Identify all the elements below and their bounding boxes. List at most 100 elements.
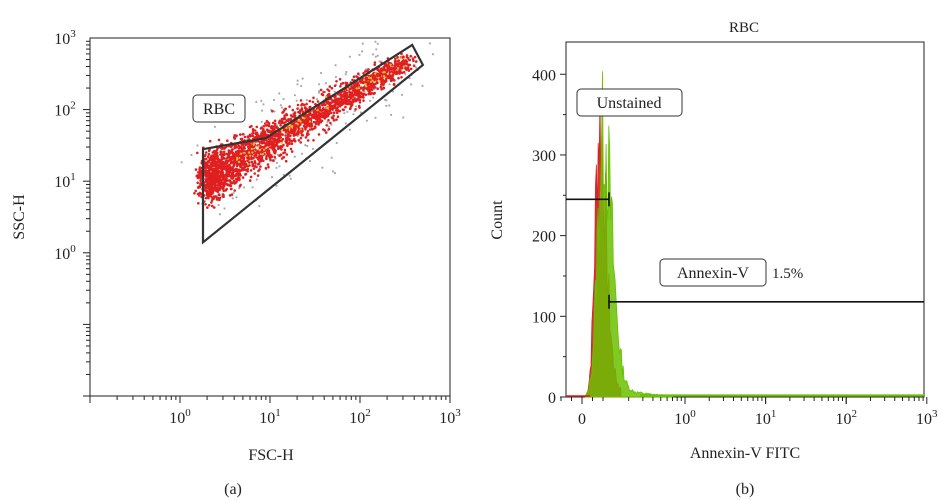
scatter-point (350, 100, 353, 104)
scatter-point (196, 151, 199, 155)
scatter-point (381, 78, 385, 81)
scatter-point (234, 177, 238, 181)
scatter-point (235, 162, 239, 165)
scatter-point (355, 83, 359, 87)
scatter-point (197, 194, 201, 197)
scatter-point (307, 115, 310, 119)
scatter-point (400, 76, 403, 79)
scatter-point (213, 153, 216, 157)
scatter-point (379, 74, 382, 78)
scatter-point (260, 132, 263, 135)
histogram-x-tick-label: 100 (674, 408, 696, 428)
scatter-point (351, 98, 355, 101)
scatter-point (206, 206, 209, 209)
scatter-point (293, 121, 296, 124)
scatter-point (315, 111, 318, 114)
scatter-point (227, 159, 230, 162)
scatter-point (308, 159, 312, 163)
scatter-point (404, 73, 407, 76)
scatter-point (241, 167, 244, 171)
scatter-point (275, 124, 279, 127)
scatter-point (351, 93, 354, 96)
histogram-series (566, 71, 924, 398)
scatter-point (230, 160, 234, 163)
scatter-point (205, 178, 208, 182)
scatter-point (364, 82, 367, 86)
scatter-point (327, 100, 330, 104)
scatter-point (319, 71, 323, 75)
scatter-point (308, 105, 312, 109)
scatter-point (368, 90, 371, 94)
scatter-point (326, 113, 330, 117)
scatter-point (225, 179, 228, 183)
scatter-y-axis: 100 101 102 103 (54, 28, 90, 397)
scatter-point (270, 140, 274, 143)
scatter-point (253, 154, 256, 158)
scatter-point (211, 204, 214, 208)
scatter-point (235, 196, 238, 199)
scatter-point (196, 181, 199, 185)
scatter-point (220, 171, 223, 174)
scatter-point (199, 177, 203, 180)
scatter-point (221, 193, 225, 196)
scatter-point (267, 124, 271, 128)
scatter-point (286, 144, 289, 147)
scatter-point (352, 113, 355, 116)
scatter-point (248, 179, 252, 182)
scatter-point (330, 123, 333, 126)
scatter-point (377, 76, 380, 79)
scatter-point (261, 129, 265, 133)
scatter-point (217, 187, 221, 191)
scatter-point (289, 177, 292, 180)
scatter-point (275, 126, 278, 129)
scatter-point (205, 191, 209, 195)
scatter-point (243, 135, 247, 139)
scatter-point (214, 178, 218, 182)
histogram-x-tick-label: 101 (755, 408, 777, 428)
scatter-point (380, 70, 383, 73)
scatter-point (327, 127, 331, 131)
histogram-y-axis: 0 100 200 300 400 (532, 67, 566, 407)
scatter-point (280, 106, 283, 109)
scatter-point (259, 159, 262, 162)
scatter-point (299, 109, 302, 112)
scatter-point (369, 92, 372, 96)
scatter-point (379, 67, 383, 70)
panel-label-a: (a) (224, 481, 242, 498)
scatter-point (264, 166, 268, 170)
scatter-point (372, 96, 375, 99)
scatter-point (332, 111, 336, 114)
scatter-point (242, 150, 246, 153)
scatter-point (217, 203, 220, 207)
scatter-point (279, 123, 282, 127)
scatter-point (333, 104, 337, 108)
scatter-point (317, 91, 320, 94)
scatter-point (369, 83, 373, 87)
scatter-point (220, 158, 223, 162)
scatter-point (306, 119, 310, 122)
scatter-point (228, 179, 232, 182)
scatter-point (304, 144, 307, 147)
scatter-point (373, 91, 376, 95)
scatter-point (253, 172, 256, 175)
scatter-point (227, 153, 230, 156)
scatter-point (278, 165, 281, 168)
scatter-point (230, 167, 233, 171)
scatter-point (396, 64, 400, 68)
scatter-point (367, 82, 370, 86)
scatter-point (271, 109, 274, 113)
scatter-point (378, 79, 381, 83)
scatter-point (225, 157, 229, 160)
scatter-point (334, 75, 337, 79)
scatter-point (256, 174, 260, 177)
panel-label-b: (b) (736, 481, 755, 498)
scatter-point (212, 186, 216, 189)
scatter-point (304, 136, 308, 139)
scatter-point (329, 121, 332, 125)
scatter-point (227, 149, 231, 152)
scatter-point (348, 128, 351, 131)
scatter-point (376, 42, 379, 45)
scatter-point (210, 154, 214, 157)
scatter-point (288, 141, 291, 145)
